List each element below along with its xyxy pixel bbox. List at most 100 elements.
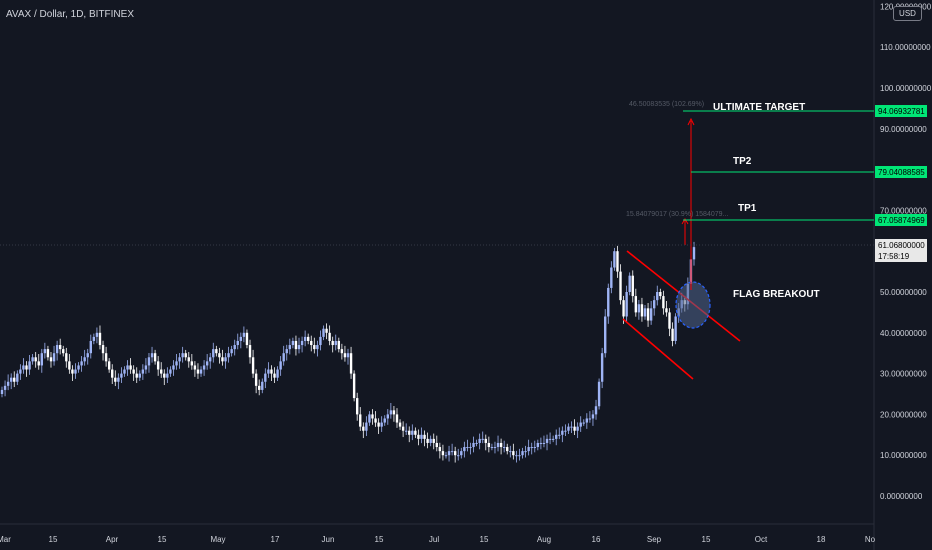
candle-body: [460, 451, 463, 456]
candle-body: [245, 332, 249, 346]
candle-body: [303, 336, 307, 341]
candle-body: [123, 369, 126, 374]
flag-breakout-label: FLAG BREAKOUT: [733, 289, 820, 300]
candle-body: [218, 353, 221, 358]
candle-body: [107, 361, 111, 370]
candle-body: [582, 422, 585, 424]
candle-body: [221, 357, 224, 362]
candle-body: [138, 373, 141, 378]
candle-body: [521, 451, 524, 456]
tp1-label: TP1: [738, 203, 757, 214]
candle-body: [570, 426, 573, 428]
candle-body: [62, 349, 65, 354]
candle-body: [92, 336, 96, 341]
candle-body: [65, 353, 68, 362]
candle-body: [52, 353, 56, 362]
candle-body: [156, 361, 160, 370]
candle-body: [83, 357, 86, 362]
candle-body: [199, 369, 203, 374]
currency-badge[interactable]: USD: [893, 6, 922, 21]
candle-body: [306, 336, 310, 341]
candle-body: [411, 430, 414, 435]
y-tick-label: 30.00000000: [880, 370, 927, 379]
x-tick-label: Aug: [537, 535, 551, 544]
candle-body: [662, 296, 665, 309]
candle-body: [202, 365, 206, 370]
candle-body: [144, 365, 148, 370]
candle-body: [291, 340, 295, 346]
candle-body: [187, 357, 190, 362]
ultimate-target-price: 94.06932781: [878, 107, 925, 116]
candle-body: [561, 430, 564, 435]
candle-body: [184, 353, 187, 358]
candle-body: [325, 328, 328, 333]
candle-body: [435, 442, 438, 448]
candle-body: [659, 292, 662, 297]
candle-body: [457, 455, 460, 457]
candle-body: [463, 447, 466, 452]
candle-body: [392, 410, 396, 415]
candle-body: [490, 447, 494, 449]
candle-body: [481, 438, 484, 440]
candle-body: [49, 357, 53, 362]
candle-body: [371, 414, 374, 419]
candle-body: [175, 361, 178, 366]
candle-body: [643, 308, 647, 317]
candle-body: [374, 418, 377, 423]
candle-body: [135, 373, 138, 378]
y-tick-label: 10.00000000: [880, 451, 927, 460]
y-tick-label: 90.00000000: [880, 125, 927, 134]
candle-body: [40, 353, 44, 366]
x-tick-label: Mar: [0, 535, 11, 544]
candle-body: [114, 377, 117, 382]
candle-body: [340, 349, 344, 354]
candle-body: [68, 361, 71, 370]
x-tick-label: 15: [480, 535, 489, 544]
candle-body: [209, 357, 212, 362]
candle-body: [236, 340, 239, 346]
candle-body: [9, 377, 13, 382]
candle-body: [567, 426, 570, 431]
candle-body: [558, 434, 561, 436]
candle-body: [423, 434, 426, 439]
candle-body: [254, 373, 258, 386]
candle-body: [13, 377, 16, 382]
candle-body: [227, 353, 230, 358]
y-tick-label: 50.00000000: [880, 288, 927, 297]
candle-body: [80, 361, 83, 366]
candle-body: [77, 365, 80, 370]
candle-body: [31, 357, 34, 362]
candle-body: [205, 361, 209, 366]
candle-body: [420, 434, 423, 439]
candle-body: [267, 369, 270, 374]
candle-body: [429, 438, 432, 443]
candle-body: [89, 340, 92, 354]
candle-body: [656, 292, 659, 301]
candle-body: [153, 353, 157, 362]
candle-body: [346, 353, 350, 358]
candle-body: [365, 422, 368, 431]
candle-body: [196, 369, 200, 374]
candle-body: [163, 373, 166, 378]
candle-body: [576, 426, 579, 431]
tp1-arrow-head: [681, 218, 689, 225]
candle-body: [466, 447, 469, 449]
last-price-value: 61.06800000: [878, 241, 925, 250]
x-tick-label: May: [210, 535, 225, 544]
candle-body: [71, 369, 74, 374]
candle-body: [120, 373, 123, 378]
candle-body: [37, 361, 40, 366]
candle-body: [588, 418, 592, 420]
candle-body: [169, 369, 172, 374]
candle-body: [160, 369, 163, 374]
candle-body: [533, 447, 536, 449]
x-tick-label: Apr: [106, 535, 119, 544]
candle-body: [551, 438, 555, 440]
tp2-label: TP2: [733, 156, 752, 167]
candle-body: [233, 345, 236, 350]
candle-body: [319, 336, 322, 346]
candle-body: [343, 353, 347, 358]
candle-body: [493, 447, 497, 449]
candle-body: [499, 442, 503, 448]
